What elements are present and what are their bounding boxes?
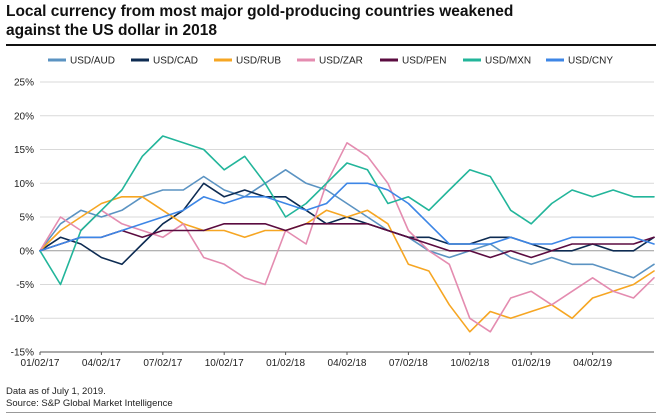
x-tick-label: 04/02/19	[573, 358, 612, 369]
footnote-source: Source: S&P Global Market Intelligence	[6, 398, 173, 409]
chart-title: Local currency from most major gold-prod…	[6, 2, 656, 40]
series-line	[39, 182, 655, 252]
y-tick-label: 10%	[14, 179, 34, 190]
y-tick-label: -10%	[11, 314, 34, 325]
series-line	[39, 223, 655, 259]
line-chart: -15% -10% -5% 0% 5% 10% 15% 20% 25% 01/02/17 04/02…	[11, 56, 655, 369]
y-tick-label: 20%	[14, 111, 34, 122]
y-tick-label: 15%	[14, 145, 34, 156]
chart-title-line-2: against the US dollar in 2018	[6, 22, 218, 39]
chart-title-line-1: Local currency from most major gold-prod…	[6, 3, 514, 20]
y-tick-label: -5%	[16, 280, 34, 291]
title-rule	[6, 44, 656, 46]
x-tick-label: 10/02/17	[205, 358, 244, 369]
bottom-rule	[6, 412, 656, 413]
x-tick-label: 07/02/17	[143, 358, 182, 369]
series-line	[39, 142, 655, 333]
legend-label: USD/PEN	[402, 56, 446, 67]
legend-label: USD/RUB	[236, 56, 281, 67]
footnote-data-note: Data as of July 1, 2019.	[6, 386, 106, 397]
x-tick-label: 04/02/17	[82, 358, 121, 369]
y-tick-label: 5%	[20, 213, 35, 224]
x-tick-label: 07/02/18	[389, 358, 428, 369]
footnote: Data as of July 1, 2019. Source: S&P Glo…	[6, 386, 173, 410]
x-tick-label: 01/02/17	[21, 358, 60, 369]
series-line	[39, 135, 655, 286]
legend-label: USD/CAD	[153, 56, 198, 67]
y-tick-label: 0%	[20, 246, 35, 257]
x-tick-label: 10/02/18	[450, 358, 489, 369]
x-tick-label: 01/02/19	[512, 358, 551, 369]
legend-label: USD/CNY	[568, 56, 613, 67]
legend-label: USD/ZAR	[319, 56, 363, 67]
x-tick-label: 01/02/18	[266, 358, 305, 369]
x-tick-label: 04/02/18	[328, 358, 367, 369]
legend-label: USD/MXN	[485, 56, 531, 67]
legend-label: USD/AUD	[70, 56, 115, 67]
y-tick-label: -15%	[11, 348, 34, 359]
y-tick-label: 25%	[14, 78, 34, 89]
